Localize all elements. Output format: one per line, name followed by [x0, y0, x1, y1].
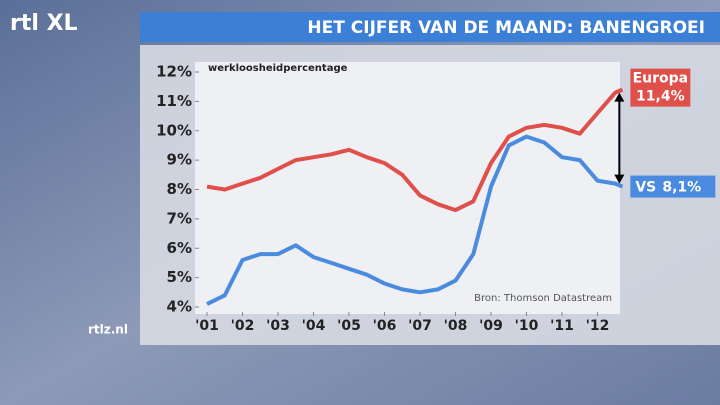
- y-axis-label: werkloosheidpercentage: [208, 63, 348, 74]
- header-bar: [140, 12, 720, 42]
- y-tick-label: 6%: [167, 239, 192, 257]
- value-label: 8,1%: [662, 180, 701, 196]
- x-tick-label: '12: [586, 318, 610, 334]
- y-tick-label: 12%: [156, 63, 192, 81]
- x-tick-label: '09: [479, 318, 503, 334]
- x-tick-label: '10: [515, 318, 539, 334]
- logo: rtl XL: [10, 11, 78, 36]
- x-tick-label: '04: [302, 318, 326, 334]
- y-tick-label: 11%: [156, 92, 192, 110]
- chart: 4% 5% 6% 7% 8% 9% 10% 11% 12% '01 '02 '03 '04 '05 '06 '…: [156, 63, 716, 334]
- x-tick-label: '06: [373, 318, 397, 334]
- y-tick-label: 9%: [167, 151, 192, 169]
- value-label: 11,4%: [636, 89, 685, 105]
- x-tick-label: '02: [231, 318, 255, 334]
- x-tick-label: '05: [337, 318, 361, 334]
- label-box: [630, 68, 691, 107]
- series-line: [206, 87, 624, 213]
- y-tick-label: 7%: [167, 209, 192, 227]
- y-tick-label: 5%: [167, 268, 192, 286]
- y-tick-label: 8%: [167, 180, 192, 198]
- x-tick-label: '01: [195, 318, 219, 334]
- series-line: [206, 134, 624, 306]
- legend-entry: Europa: [633, 71, 689, 87]
- y-tick-label: 10%: [156, 121, 192, 139]
- x-tick-label: '08: [444, 318, 468, 334]
- x-tick-label: '07: [408, 318, 432, 334]
- legend-entry: VS: [635, 180, 656, 196]
- chart-title: HET CIJFER VAN DE MAAND: BANENGROEI: [307, 18, 705, 38]
- website: rtlz.nl: [88, 323, 128, 337]
- plot-area: [195, 62, 620, 314]
- label-box: [630, 175, 716, 198]
- source: Bron: Thomson Datastream: [474, 293, 612, 304]
- x-tick-label: '11: [550, 318, 574, 334]
- y-tick-label: 4%: [167, 298, 192, 316]
- x-tick-label: '03: [266, 318, 290, 334]
